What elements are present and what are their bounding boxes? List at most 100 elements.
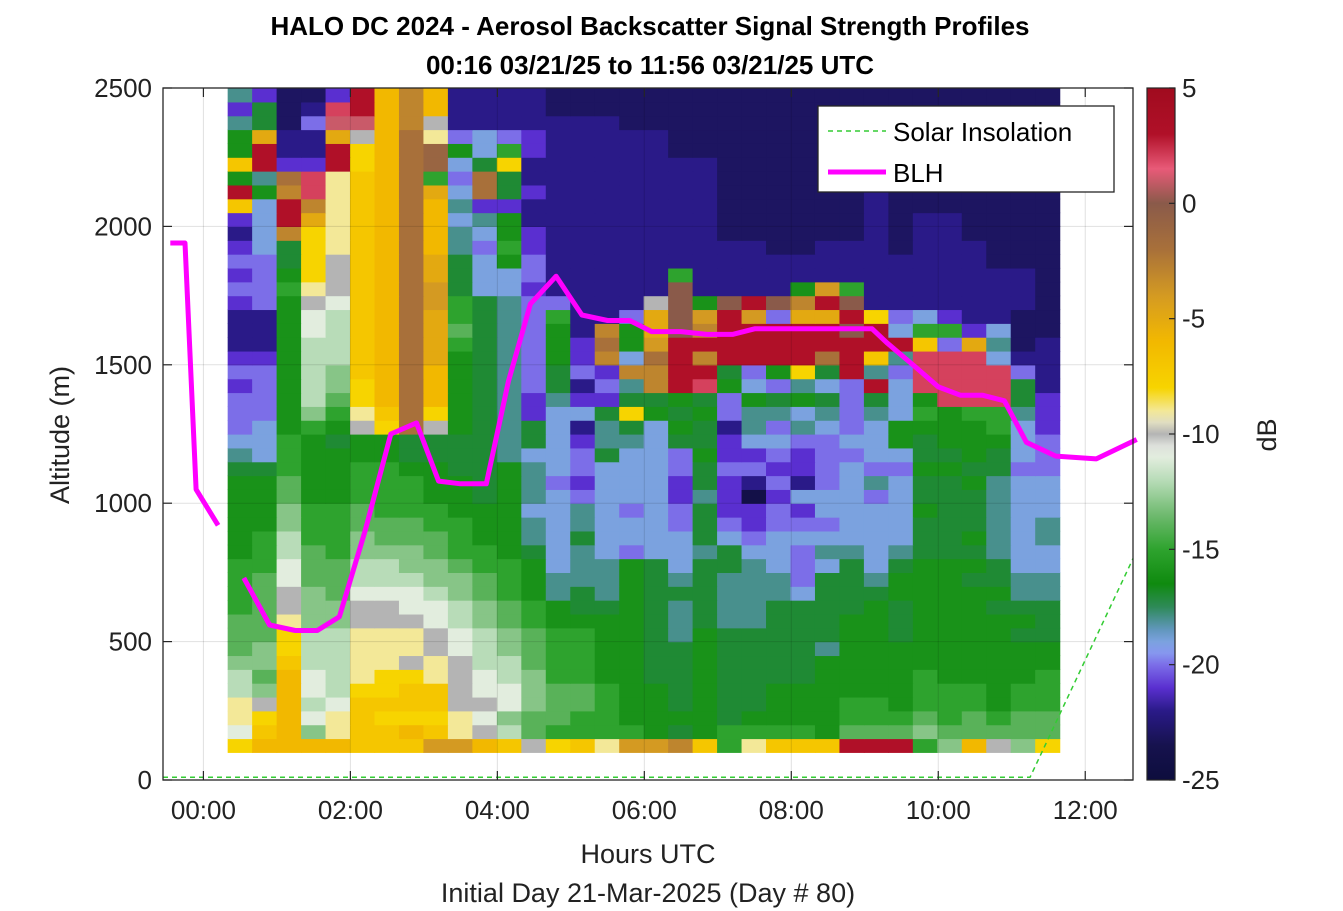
heatmap-cell <box>937 254 963 269</box>
heatmap-cell <box>986 254 1012 269</box>
heatmap-cell <box>1035 641 1061 657</box>
heatmap-cell <box>594 295 620 311</box>
heatmap-cell <box>252 184 278 200</box>
heatmap-cell <box>863 364 889 380</box>
heatmap-cell <box>423 171 449 186</box>
heatmap-cell <box>350 517 376 532</box>
heatmap-cell <box>839 461 865 477</box>
heatmap-cell <box>766 696 792 712</box>
heatmap-cell <box>643 129 669 144</box>
heatmap-cell <box>863 683 889 698</box>
heatmap-cell <box>717 489 743 504</box>
heatmap-cell <box>545 655 571 670</box>
heatmap-cell <box>276 558 302 573</box>
heatmap-cell <box>447 434 473 449</box>
heatmap-cell <box>839 364 865 380</box>
heatmap-cell <box>301 406 327 421</box>
heatmap-cell <box>350 406 376 421</box>
heatmap-cell <box>398 724 425 740</box>
heatmap-cell <box>863 309 889 324</box>
heatmap-cell <box>594 143 620 158</box>
heatmap-cell <box>227 406 253 421</box>
heatmap-cell <box>472 171 498 186</box>
heatmap-cell <box>692 420 718 435</box>
heatmap-cell <box>594 281 620 297</box>
heatmap-cell <box>472 129 498 144</box>
heatmap-cell <box>447 503 473 518</box>
heatmap-cell <box>472 392 498 407</box>
heatmap-cell <box>961 337 987 352</box>
heatmap-cell <box>398 240 425 255</box>
heatmap-cell <box>374 613 400 629</box>
heatmap-cell <box>398 226 425 241</box>
heatmap-cell <box>863 503 889 518</box>
heatmap-cell <box>350 696 376 712</box>
heatmap-cell <box>643 530 669 546</box>
heatmap-cell <box>790 295 816 311</box>
heatmap-cell <box>398 309 425 324</box>
heatmap-cell <box>692 530 718 546</box>
heatmap-cell <box>594 254 620 269</box>
heatmap-cell <box>986 683 1012 698</box>
heatmap-cell <box>643 696 669 712</box>
heatmap-cell <box>374 600 400 615</box>
heatmap-cell <box>423 586 449 601</box>
heatmap-cell <box>521 434 547 449</box>
heatmap-cell <box>521 503 547 518</box>
heatmap-cell <box>374 309 400 324</box>
heatmap-cell <box>350 129 376 144</box>
heatmap-cell <box>839 503 865 518</box>
heatmap-cell <box>570 572 596 587</box>
heatmap-cell <box>521 655 547 670</box>
heatmap-cell <box>301 530 327 546</box>
heatmap-cell <box>888 544 914 560</box>
heatmap-cell <box>447 350 473 366</box>
heatmap-cell <box>398 143 425 158</box>
heatmap-cell <box>863 88 889 103</box>
heatmap-cell <box>301 129 327 144</box>
heatmap-cell <box>276 544 302 560</box>
heatmap-cell <box>398 295 425 311</box>
heatmap-cell <box>766 129 792 144</box>
heatmap-cell <box>766 88 792 103</box>
heatmap-cell <box>692 198 718 214</box>
heatmap-cell <box>423 115 449 131</box>
heatmap-cell <box>937 683 963 698</box>
heatmap-cell <box>325 517 351 532</box>
heatmap-cell <box>374 572 400 587</box>
heatmap-cell <box>301 364 327 380</box>
heatmap-cell <box>912 88 938 103</box>
heatmap-cell <box>398 710 425 726</box>
heatmap-cell <box>814 281 841 297</box>
heatmap-cell <box>937 281 963 297</box>
heatmap-cell <box>912 406 938 421</box>
heatmap-cell <box>814 267 841 283</box>
y-axis-label: Altitude (m) <box>45 366 75 504</box>
heatmap-cell <box>521 198 547 214</box>
heatmap-cell <box>839 240 865 255</box>
heatmap-cell <box>594 337 620 352</box>
heatmap-cell <box>521 600 547 615</box>
heatmap-cell <box>986 378 1012 394</box>
heatmap-cell <box>668 669 694 684</box>
heatmap-cell <box>423 641 449 657</box>
heatmap-cell <box>521 212 547 227</box>
heatmap-cell <box>594 530 620 546</box>
heatmap-cell <box>472 323 498 338</box>
heatmap-cell <box>472 434 498 449</box>
heatmap-cell <box>447 212 473 227</box>
heatmap-cell <box>252 226 278 241</box>
heatmap-cell <box>692 143 718 158</box>
heatmap-cell <box>1010 572 1036 587</box>
heatmap-cell <box>643 600 669 615</box>
heatmap-cell <box>888 267 914 283</box>
heatmap-cell <box>447 323 473 338</box>
heatmap-cell <box>619 683 645 698</box>
heatmap-cell <box>766 157 792 172</box>
heatmap-cell <box>496 101 522 117</box>
heatmap-cell <box>227 337 253 352</box>
heatmap-cell <box>888 392 914 407</box>
heatmap-cell <box>545 503 571 518</box>
heatmap-cell <box>276 696 302 712</box>
heatmap-cell <box>472 295 498 311</box>
